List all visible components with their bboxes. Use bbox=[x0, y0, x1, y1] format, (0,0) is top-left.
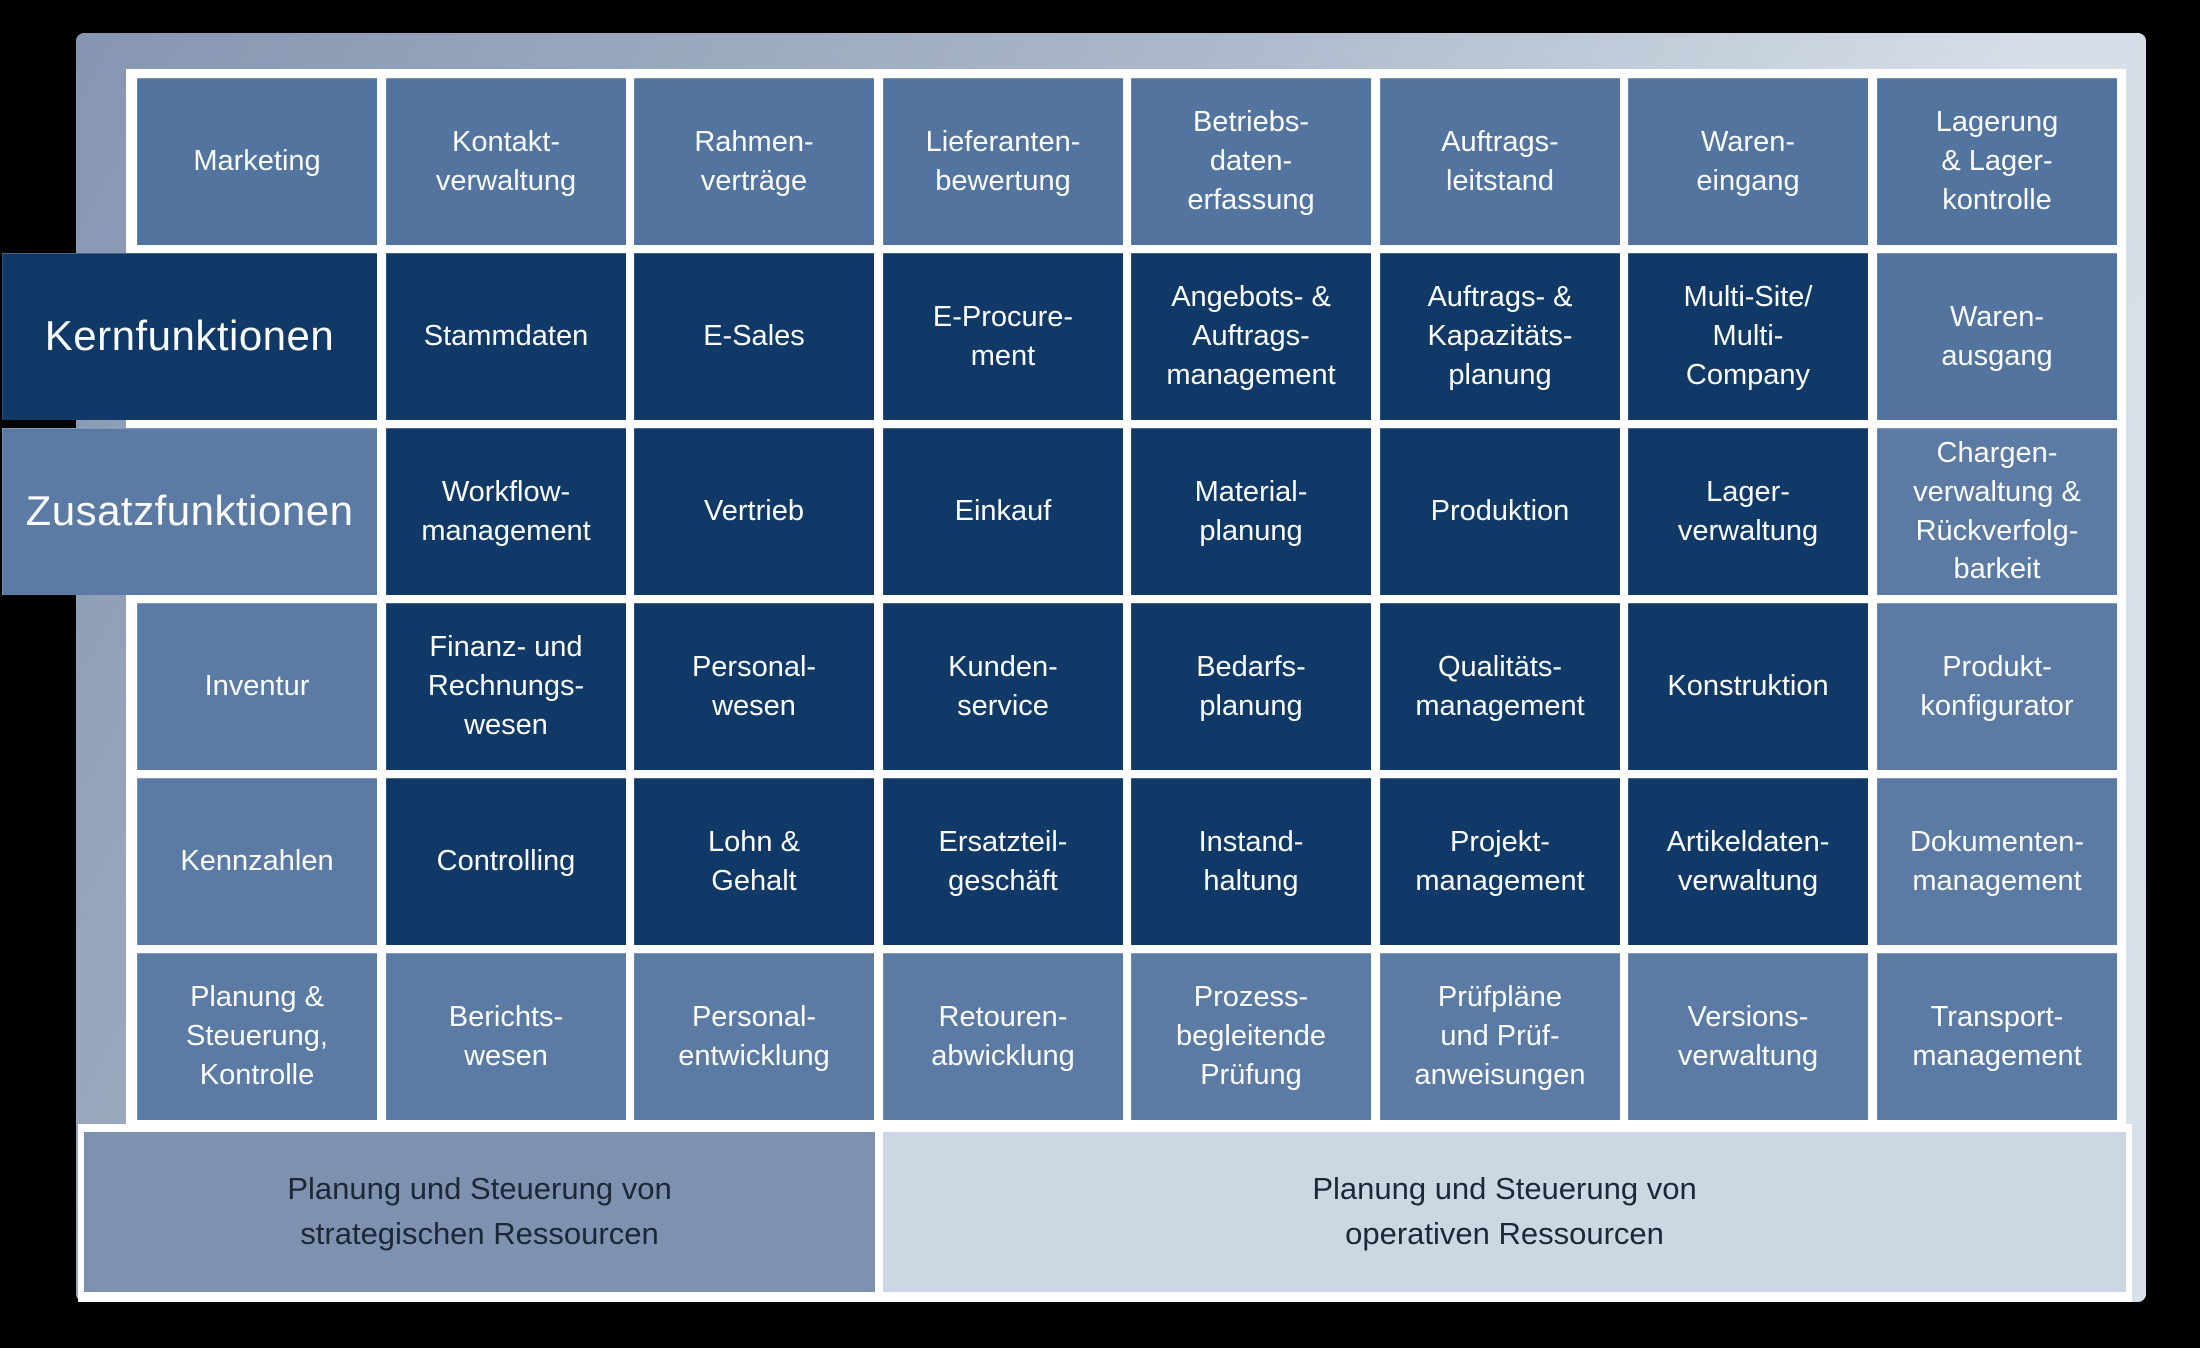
cell-inventur: Inventur bbox=[137, 603, 377, 770]
footer-strategic-label: Planung und Steuerung von strategischen … bbox=[287, 1171, 672, 1251]
cell-multi-site-multi-company: Multi-Site/ Multi- Company bbox=[1628, 253, 1868, 420]
cell-material-planung: Material- planung bbox=[1131, 428, 1371, 595]
cell-kontakt-verwaltung: Kontakt- verwaltung bbox=[386, 78, 626, 245]
cell-produkt-konfigurator: Produkt- konfigurator bbox=[1877, 603, 2117, 770]
cell-versions-verwaltung: Versions- verwaltung bbox=[1628, 953, 1868, 1120]
cell-waren-ausgang: Waren- ausgang bbox=[1877, 253, 2117, 420]
cell-einkauf: Einkauf bbox=[883, 428, 1123, 595]
cell-betriebs-daten-erfassung: Betriebs- daten- erfassung bbox=[1131, 78, 1371, 245]
cell-konstruktion: Konstruktion bbox=[1628, 603, 1868, 770]
cell-workflow-management: Workflow- management bbox=[386, 428, 626, 595]
cell-e-procure-ment: E-Procure- ment bbox=[883, 253, 1123, 420]
cell-planung-steuerung-kontrolle: Planung & Steuerung, Kontrolle bbox=[137, 953, 377, 1120]
cell-berichts-wesen: Berichts- wesen bbox=[386, 953, 626, 1120]
cell-lieferanten-bewertung: Lieferanten- bewertung bbox=[883, 78, 1123, 245]
row-label-kernfunktionen: Kernfunktionen bbox=[2, 253, 377, 420]
cell-e-sales: E-Sales bbox=[634, 253, 874, 420]
row-label-zusatzfunktionen: Zusatzfunktionen bbox=[2, 428, 377, 595]
cell-lohn-gehalt: Lohn & Gehalt bbox=[634, 778, 874, 945]
cell-lagerung-lager-kontrolle: Lagerung & Lager- kontrolle bbox=[1877, 78, 2117, 245]
cell-angebots-auftrags-management: Angebots- & Auftrags- management bbox=[1131, 253, 1371, 420]
cell-controlling: Controlling bbox=[386, 778, 626, 945]
cell-chargen-verwaltung-rueckverfolg-barkeit: Chargen- verwaltung & Rückverfolg- barke… bbox=[1877, 428, 2117, 595]
cell-kunden-service: Kunden- service bbox=[883, 603, 1123, 770]
cell-lager-verwaltung: Lager- verwaltung bbox=[1628, 428, 1868, 595]
cell-auftrags-kapazitaets-planung: Auftrags- & Kapazitäts- planung bbox=[1380, 253, 1620, 420]
cell-instand-haltung: Instand- haltung bbox=[1131, 778, 1371, 945]
cell-kennzahlen: Kennzahlen bbox=[137, 778, 377, 945]
cell-personal-wesen: Personal- wesen bbox=[634, 603, 874, 770]
cell-pruefplaene-und-pruef-anweisungen: Prüfpläne und Prüf- anweisungen bbox=[1380, 953, 1620, 1120]
cell-rahmen-vertraege: Rahmen- verträge bbox=[634, 78, 874, 245]
cell-qualitaets-management: Qualitäts- management bbox=[1380, 603, 1620, 770]
cell-produktion: Produktion bbox=[1380, 428, 1620, 595]
cell-marketing: Marketing bbox=[137, 78, 377, 245]
cell-projekt-management: Projekt- management bbox=[1380, 778, 1620, 945]
cell-dokumenten-management: Dokumenten- management bbox=[1877, 778, 2117, 945]
cell-waren-eingang: Waren- eingang bbox=[1628, 78, 1868, 245]
cell-artikeldaten-verwaltung: Artikeldaten- verwaltung bbox=[1628, 778, 1868, 945]
cell-transport-management: Transport- management bbox=[1877, 953, 2117, 1120]
cell-stammdaten: Stammdaten bbox=[386, 253, 626, 420]
footer-band-strategic: Planung und Steuerung von strategischen … bbox=[84, 1132, 875, 1292]
cell-bedarfs-planung: Bedarfs- planung bbox=[1131, 603, 1371, 770]
footer-band-operative: Planung und Steuerung von operativen Res… bbox=[883, 1132, 2126, 1292]
cell-retouren-abwicklung: Retouren- abwicklung bbox=[883, 953, 1123, 1120]
cell-ersatzteil-geschaeft: Ersatzteil- geschäft bbox=[883, 778, 1123, 945]
footer-operative-label: Planung und Steuerung von operativen Res… bbox=[1312, 1171, 1697, 1251]
cell-auftrags-leitstand: Auftrags- leitstand bbox=[1380, 78, 1620, 245]
cell-finanz-und-rechnungs-wesen: Finanz- und Rechnungs- wesen bbox=[386, 603, 626, 770]
cell-vertrieb: Vertrieb bbox=[634, 428, 874, 595]
cell-personal-entwicklung: Personal- entwicklung bbox=[634, 953, 874, 1120]
cell-prozess-begleitende-pruefung: Prozess- begleitende Prüfung bbox=[1131, 953, 1371, 1120]
